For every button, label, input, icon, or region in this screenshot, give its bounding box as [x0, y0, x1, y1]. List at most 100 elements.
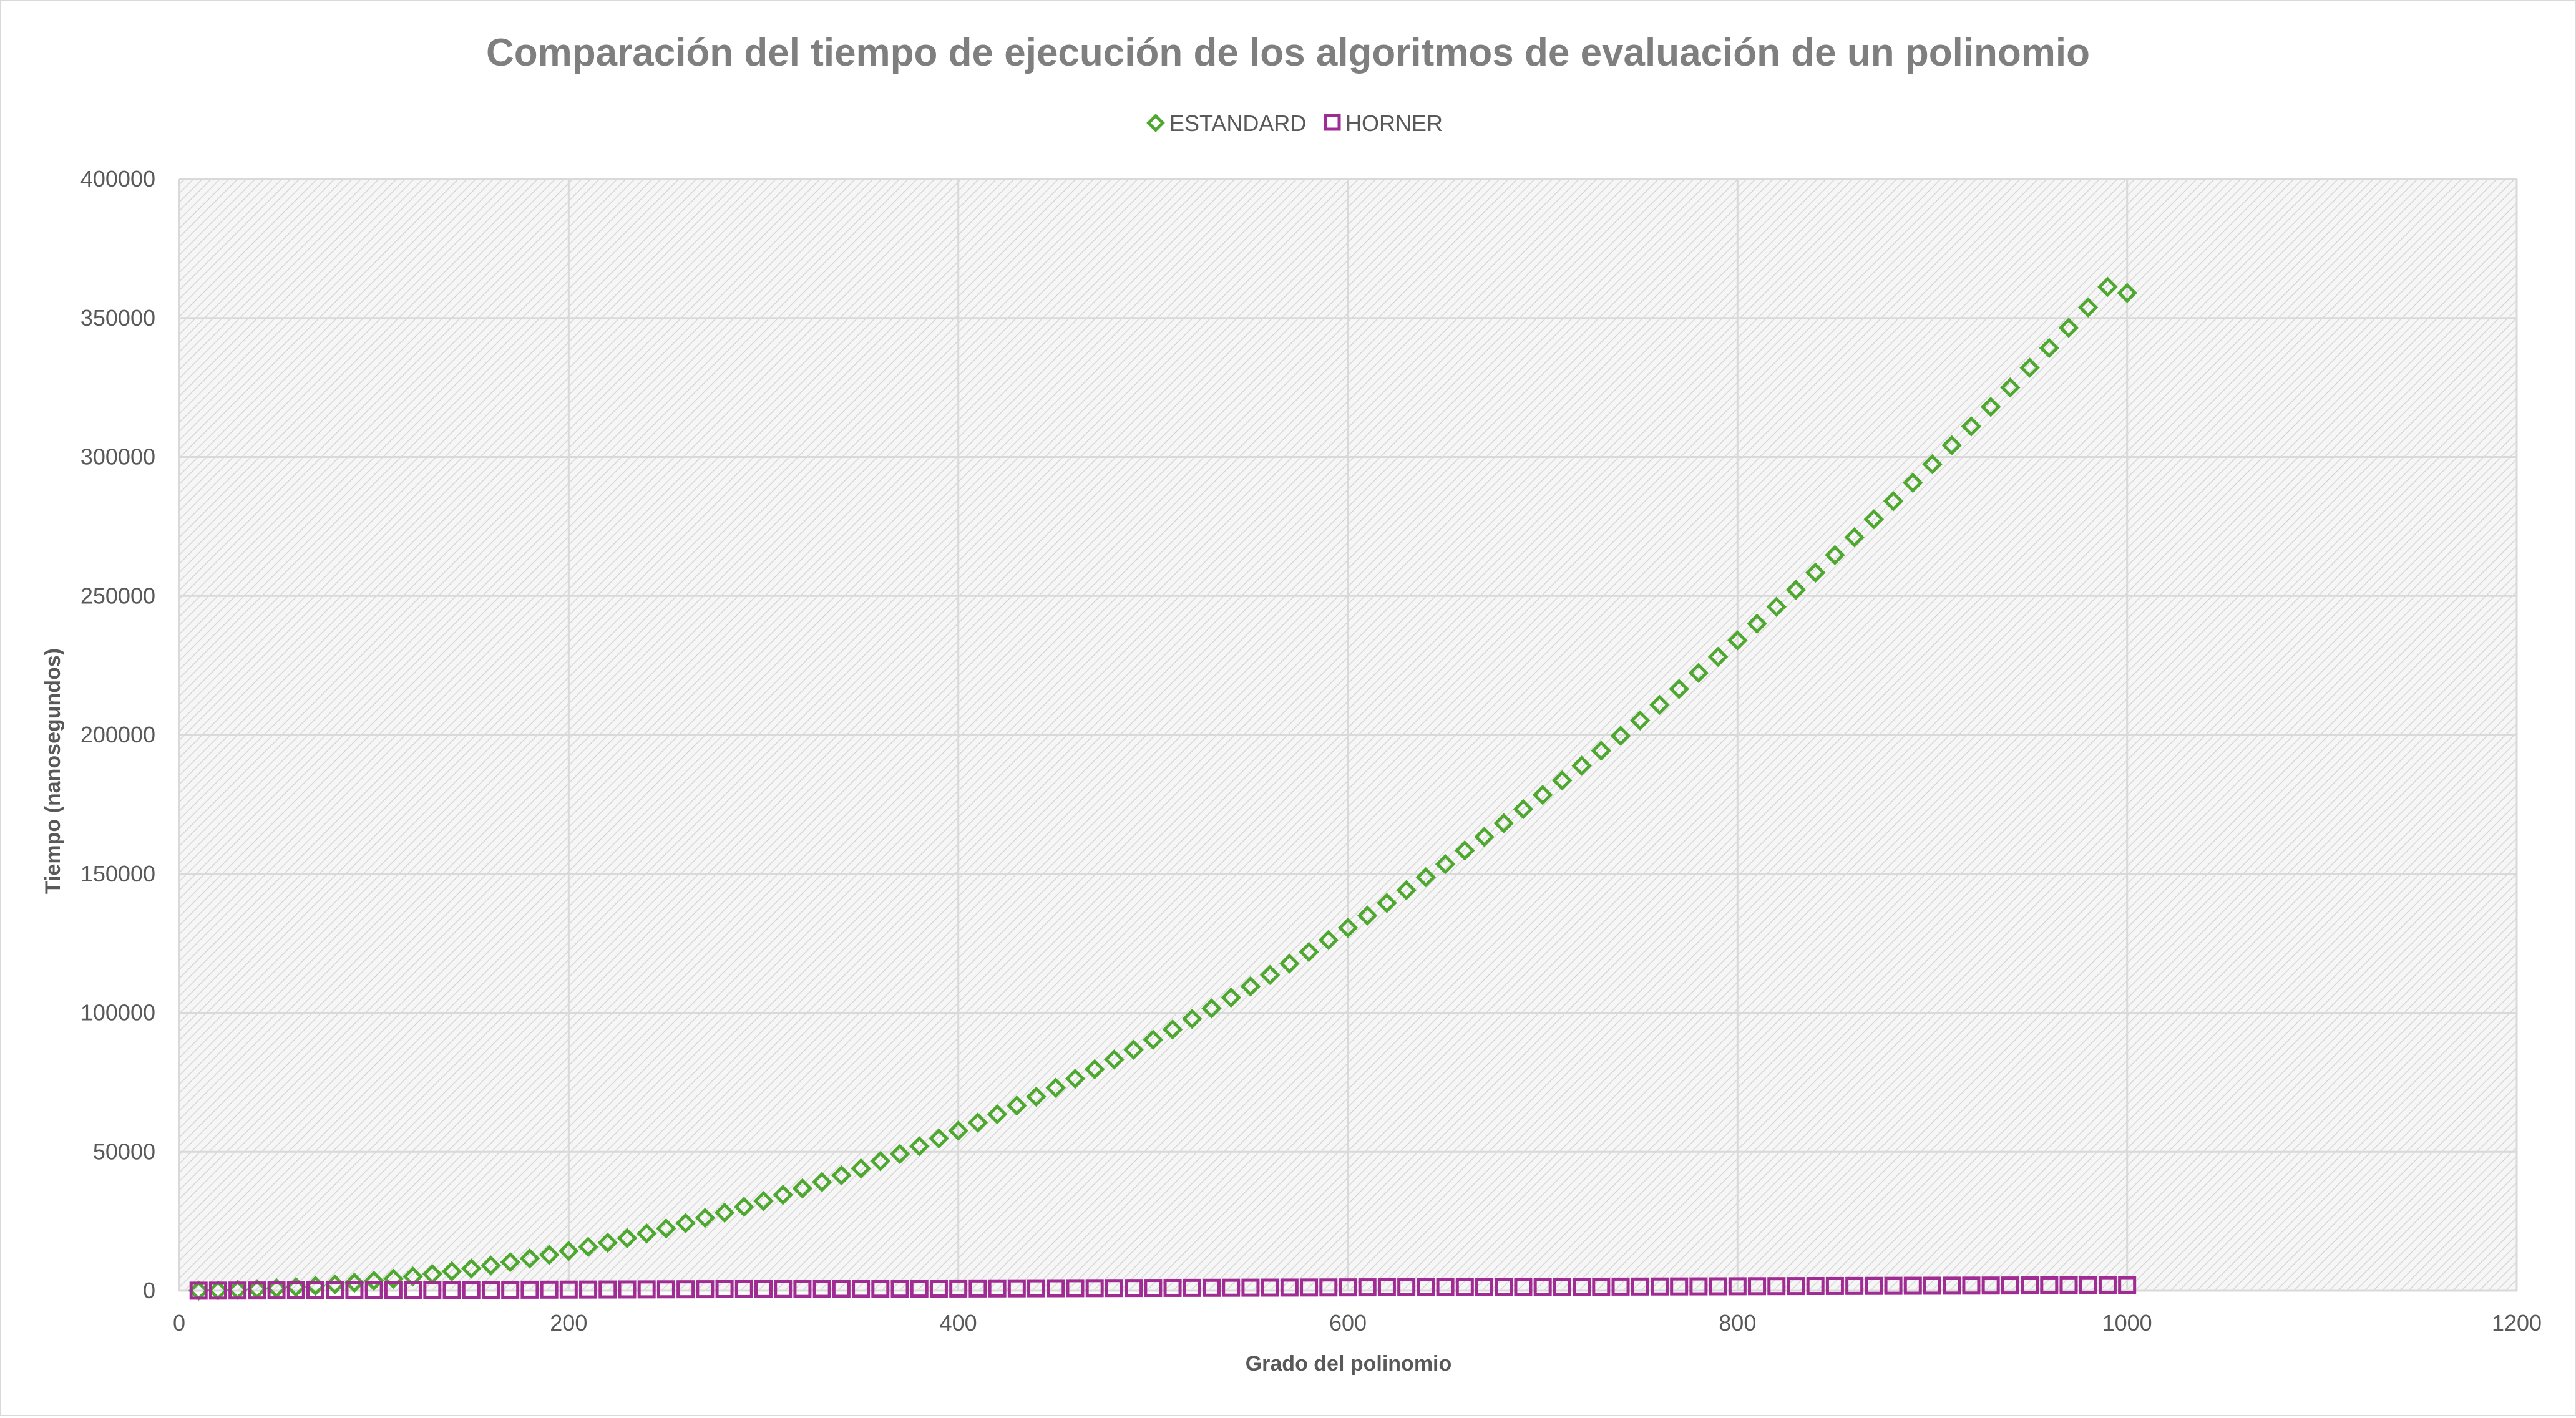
estandard-point — [714, 1202, 735, 1223]
horner-point — [988, 1279, 1007, 1298]
estandard-point — [1143, 1029, 1164, 1050]
estandard-point — [500, 1251, 520, 1273]
horner-point — [1767, 1277, 1786, 1296]
estandard-point — [1532, 784, 1553, 805]
horner-point — [1358, 1278, 1377, 1297]
legend-item-estandard[interactable]: ESTANDARD — [1146, 110, 1307, 136]
horner-point — [2059, 1276, 2078, 1294]
x-tick-label: 1000 — [2102, 1310, 2152, 1336]
estandard-point — [1259, 964, 1281, 986]
estandard-point — [461, 1258, 482, 1279]
horner-point — [540, 1280, 559, 1299]
horner-point — [326, 1281, 344, 1299]
horner-point — [754, 1280, 773, 1298]
horner-point — [1825, 1276, 1844, 1295]
estandard-point — [1162, 1019, 1183, 1040]
horner-point — [1806, 1277, 1825, 1296]
horner-point — [1631, 1277, 1649, 1296]
estandard-point — [1513, 799, 1534, 820]
y-tick-label: 50000 — [93, 1139, 155, 1164]
estandard-point — [1863, 509, 1885, 530]
estandard-point — [2117, 283, 2137, 303]
horner-point — [306, 1281, 325, 1299]
horner-point — [1241, 1278, 1260, 1297]
estandard-point — [2077, 297, 2099, 318]
horner-point — [1670, 1277, 1689, 1296]
estandard-point — [656, 1218, 676, 1239]
estandard-point — [929, 1128, 949, 1149]
horner-point — [1066, 1279, 1085, 1298]
horner-point — [1903, 1276, 1922, 1295]
estandard-point — [1610, 726, 1631, 746]
horner-point — [1689, 1277, 1708, 1296]
estandard-point — [1766, 596, 1787, 617]
horner-point — [1144, 1279, 1163, 1298]
horner-point — [734, 1280, 753, 1298]
horner-point — [2021, 1276, 2039, 1295]
estandard-point — [1279, 953, 1300, 974]
x-axis-title: Grado del polinomio — [1246, 1352, 1452, 1376]
horner-point — [364, 1281, 383, 1299]
estandard-point — [519, 1248, 540, 1269]
horner-point — [2098, 1276, 2117, 1294]
horner-point — [1611, 1277, 1630, 1296]
estandard-point — [1747, 613, 1767, 634]
estandard-point — [2019, 357, 2040, 378]
horner-point — [384, 1281, 402, 1299]
estandard-point — [1201, 998, 1222, 1019]
estandard-point — [1415, 867, 1437, 888]
horner-point — [1787, 1277, 1805, 1296]
horner-point — [1163, 1278, 1182, 1297]
horner-point — [1319, 1278, 1338, 1297]
estandard-point — [1493, 813, 1514, 833]
horner-point — [1125, 1279, 1143, 1298]
horner-point — [1417, 1278, 1435, 1296]
horner-point — [2001, 1276, 2019, 1295]
horner-point — [1183, 1278, 1201, 1297]
estandard-point — [188, 1280, 209, 1301]
horner-point — [1222, 1278, 1241, 1297]
horner-point — [774, 1280, 793, 1298]
estandard-point — [1104, 1049, 1125, 1070]
estandard-point — [792, 1178, 813, 1199]
horner-point — [1650, 1277, 1669, 1296]
estandard-point — [1629, 710, 1651, 731]
y-tick-label: 0 — [143, 1278, 155, 1303]
estandard-point — [1707, 646, 1729, 668]
legend-marker-horner — [1324, 114, 1341, 131]
horner-point — [345, 1281, 364, 1299]
estandard-point — [2000, 377, 2021, 398]
estandard-point — [1961, 416, 1982, 437]
estandard-point — [1883, 491, 1904, 512]
horner-point — [696, 1280, 715, 1299]
estandard-point — [1221, 987, 1241, 1008]
estandard-point — [1571, 755, 1592, 776]
estandard-point — [811, 1172, 832, 1193]
horner-point — [1475, 1278, 1494, 1296]
horner-point — [1943, 1276, 1961, 1295]
legend-item-horner[interactable]: HORNER — [1324, 110, 1443, 136]
horner-point — [1845, 1276, 1864, 1295]
horner-point — [208, 1281, 227, 1300]
horner-point — [676, 1280, 695, 1299]
horner-point — [1748, 1277, 1767, 1296]
estandard-point — [1669, 679, 1689, 699]
horner-point — [1592, 1277, 1611, 1296]
estandard-point — [422, 1264, 443, 1284]
estandard-point — [1318, 930, 1339, 951]
series-estandard — [188, 276, 2137, 1301]
estandard-point — [1805, 562, 1826, 583]
horner-point — [1923, 1276, 1941, 1295]
estandard-point — [889, 1144, 910, 1165]
estandard-point — [948, 1120, 968, 1141]
estandard-point — [1844, 527, 1865, 548]
estandard-point — [1727, 630, 1748, 651]
horner-point — [637, 1280, 656, 1299]
horner-point — [598, 1280, 617, 1299]
horner-point — [890, 1280, 909, 1298]
horner-point — [1397, 1278, 1416, 1296]
y-tick-label: 250000 — [80, 583, 155, 608]
horner-point — [267, 1281, 286, 1300]
estandard-point — [1474, 827, 1495, 847]
